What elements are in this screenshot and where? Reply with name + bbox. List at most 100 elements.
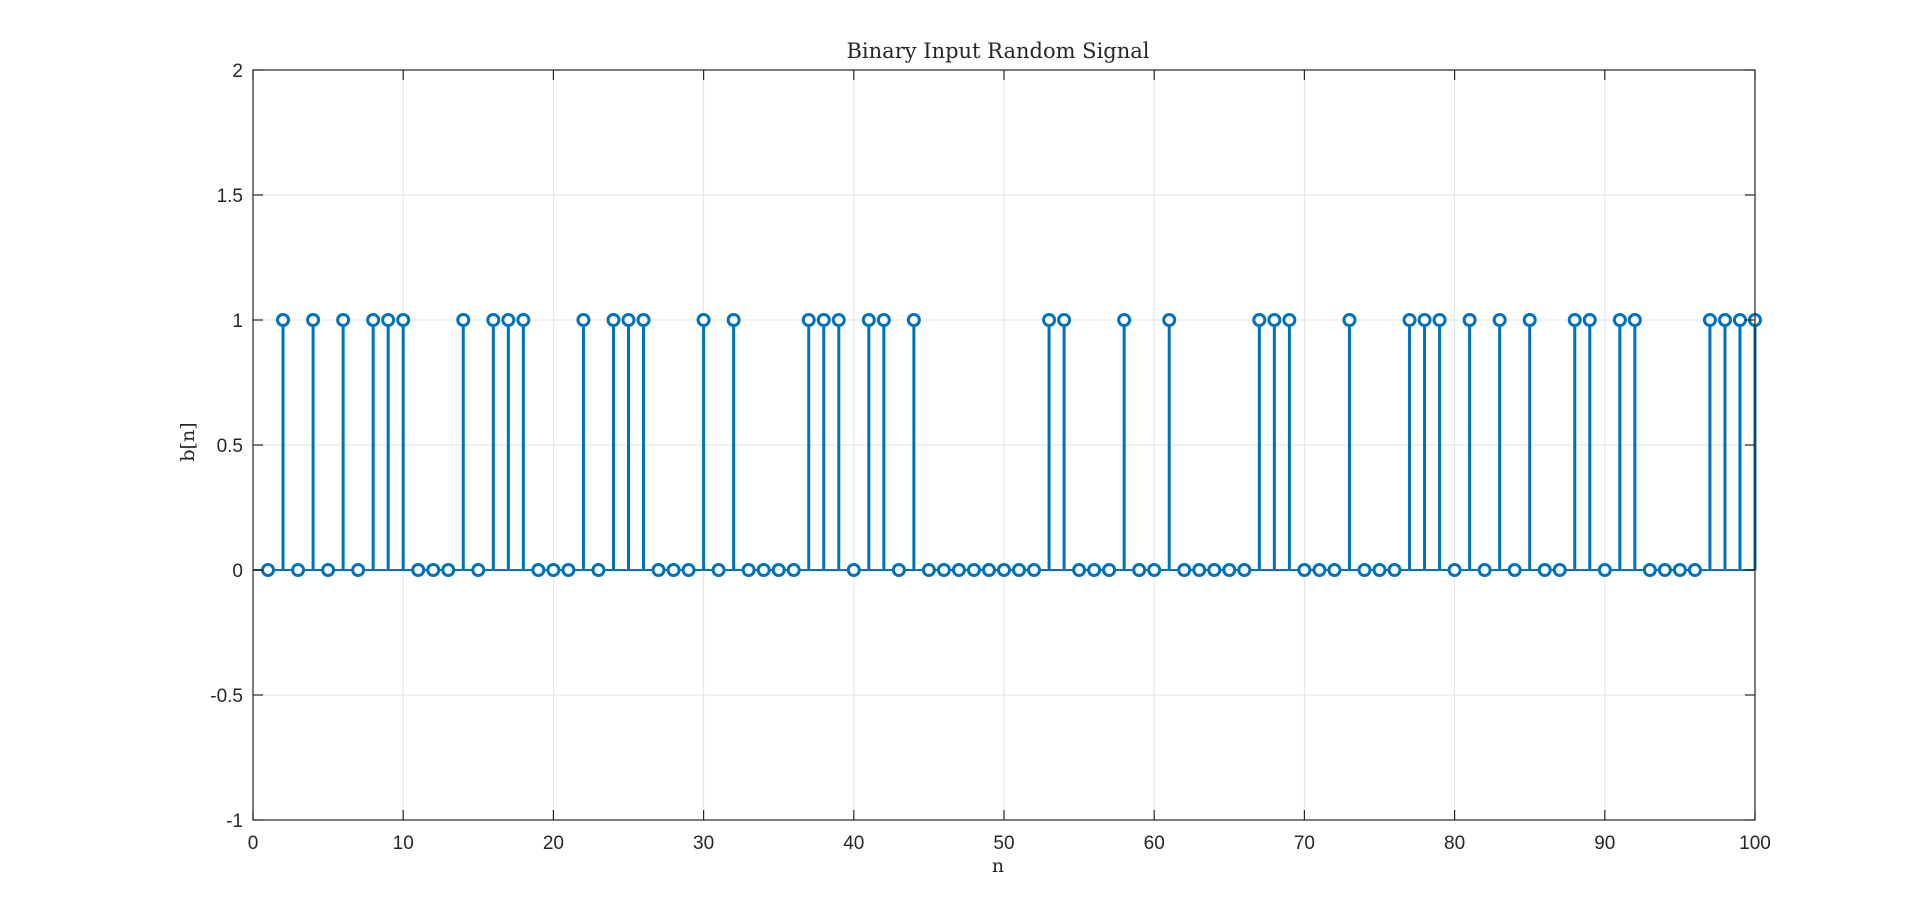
- stem-marker: [831, 313, 846, 327]
- stem-marker: [636, 313, 651, 327]
- y-tick-label: 0.5: [217, 436, 243, 457]
- stem-marker: [1702, 313, 1717, 327]
- stem-marker: [666, 563, 681, 577]
- stem-marker: [1342, 313, 1357, 327]
- stem-marker: [1687, 563, 1702, 577]
- stem-marker: [411, 563, 426, 577]
- stem-marker: [861, 313, 876, 327]
- stem-marker: [1312, 563, 1327, 577]
- stem-marker: [816, 313, 831, 327]
- stem-marker: [1147, 563, 1162, 577]
- stem-marker: [546, 563, 561, 577]
- stem-marker: [1177, 563, 1192, 577]
- stem-marker: [321, 563, 336, 577]
- stem-marker: [981, 563, 996, 577]
- stem-marker: [1627, 313, 1642, 327]
- stem-marker: [1192, 563, 1207, 577]
- stem-marker: [801, 313, 816, 327]
- x-tick-label: 50: [993, 833, 1014, 854]
- y-tick-label: 1.5: [217, 186, 243, 207]
- stem-marker: [1267, 313, 1282, 327]
- stem-marker: [591, 563, 606, 577]
- stem-marker: [1372, 563, 1387, 577]
- stem-marker: [621, 313, 636, 327]
- x-tick-label: 0: [248, 833, 259, 854]
- stem-marker: [771, 563, 786, 577]
- y-tick-label: 2: [232, 61, 243, 82]
- stem-marker: [681, 563, 696, 577]
- stem-marker: [1597, 563, 1612, 577]
- stem-marker: [891, 563, 906, 577]
- stem-marker: [1417, 313, 1432, 327]
- stem-marker: [1447, 563, 1462, 577]
- stem-marker: [1612, 313, 1627, 327]
- stem-marker: [1252, 313, 1267, 327]
- stem-marker: [516, 313, 531, 327]
- stem-marker: [1642, 563, 1657, 577]
- stem-marker: [1042, 313, 1057, 327]
- stem-marker: [426, 563, 441, 577]
- chart-title: Binary Input Random Signal: [847, 39, 1150, 63]
- stem-marker: [1402, 313, 1417, 327]
- stem-marker: [1492, 313, 1507, 327]
- x-tick-label: 60: [1144, 833, 1165, 854]
- stem-marker: [997, 563, 1011, 577]
- stem-marker: [1207, 563, 1222, 577]
- stem-marker: [966, 563, 981, 577]
- stem-marker: [936, 563, 951, 577]
- stem-marker: [1072, 563, 1087, 577]
- x-tick-label: 70: [1294, 833, 1315, 854]
- stem-marker: [486, 313, 501, 327]
- stem-marker: [651, 563, 666, 577]
- stem-marker: [1117, 313, 1132, 327]
- x-axis-label: n: [992, 855, 1004, 877]
- stem-marker: [1027, 563, 1042, 577]
- stem-marker: [351, 563, 366, 577]
- y-tick-label: -0.5: [210, 686, 243, 707]
- stem-marker: [441, 563, 456, 577]
- y-axis-label: b[n]: [177, 422, 199, 461]
- stem-marker: [291, 563, 306, 577]
- stem-marker: [756, 563, 771, 577]
- stem-marker: [606, 313, 621, 327]
- stem-marker: [576, 313, 591, 327]
- stem-marker: [1477, 563, 1492, 577]
- stem-marker: [501, 313, 516, 327]
- x-tick-label: 80: [1444, 833, 1465, 854]
- plot-area: 0 10 20 30 40 50 60 70 80 90 100 -1 -0.5 0 0.5 1 1.5 2: [210, 61, 1771, 854]
- stem-marker: [366, 313, 381, 327]
- stem-marker: [876, 313, 891, 327]
- stem-marker: [846, 563, 861, 577]
- stem-marker: [306, 313, 321, 327]
- stem-marker: [1162, 313, 1177, 327]
- stem-marker: [726, 313, 741, 327]
- stem-marker: [1102, 563, 1117, 577]
- stem-marker: [531, 563, 546, 577]
- y-tick-label: -1: [226, 811, 243, 832]
- stem-marker: [1732, 313, 1747, 327]
- stem-marker: [1222, 563, 1237, 577]
- stem-marker: [1462, 313, 1477, 327]
- x-tick-label: 40: [843, 833, 864, 854]
- stem-marker: [1522, 313, 1537, 327]
- stem-marker: [906, 313, 921, 327]
- stem-marker: [696, 313, 711, 327]
- stem-marker: [396, 313, 411, 327]
- stem-marker: [1582, 313, 1597, 327]
- stem-marker: [561, 563, 576, 577]
- stem-marker: [1567, 313, 1582, 327]
- stem-marker: [921, 563, 936, 577]
- stem-marker: [1432, 313, 1447, 327]
- y-tick-label: 0: [232, 561, 243, 582]
- stem-marker: [1387, 563, 1402, 577]
- x-tick-label: 90: [1594, 833, 1615, 854]
- stem-marker: [1507, 563, 1522, 577]
- stem-marker: [741, 563, 756, 577]
- stem-marker: [1237, 563, 1252, 577]
- stem-marker: [1087, 563, 1102, 577]
- stem-marker: [471, 563, 486, 577]
- x-tick-label: 10: [393, 833, 414, 854]
- stem-marker: [1552, 563, 1567, 577]
- stem-marker: [261, 563, 276, 577]
